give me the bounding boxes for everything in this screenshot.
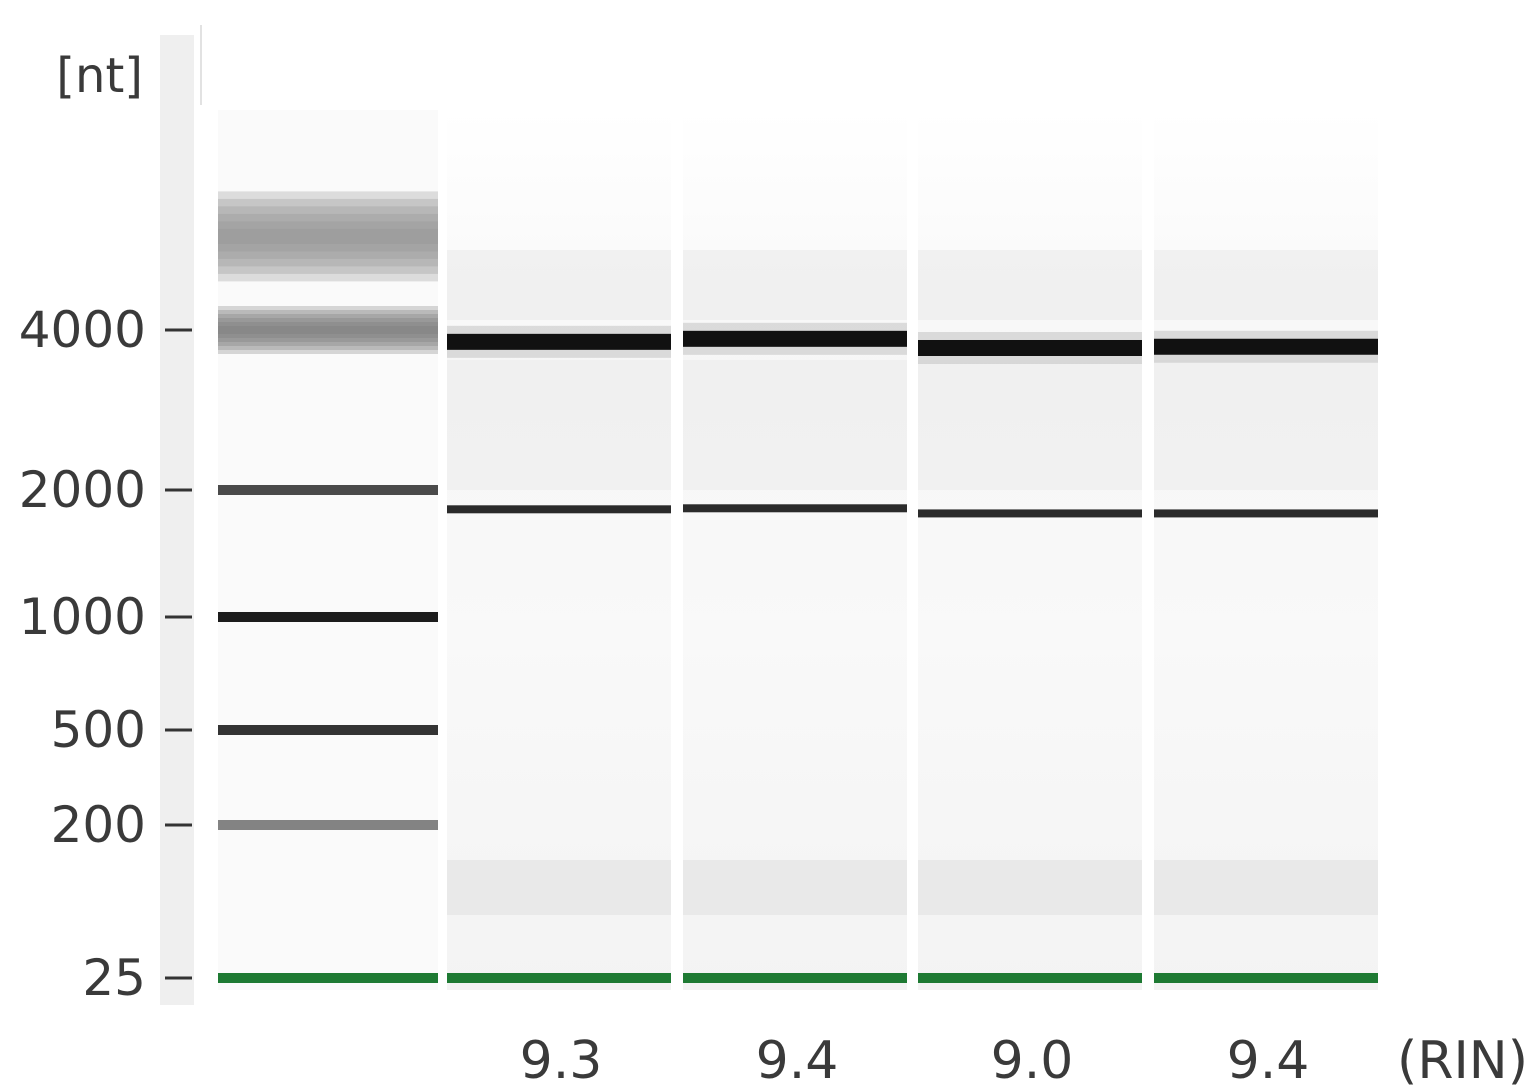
band-18s	[918, 509, 1142, 518]
ladder-lane	[218, 110, 438, 990]
ladder-band	[218, 213, 438, 259]
rin-label: 9.4	[1227, 1031, 1310, 1090]
lanes: 9.3 9.4 9.0 9.4	[218, 110, 1378, 1090]
ladder-band	[218, 198, 438, 274]
axis-strip	[160, 35, 194, 1005]
y-tick-label: 1000	[19, 588, 146, 646]
ladder-band	[218, 326, 438, 334]
ladder-band	[218, 612, 438, 622]
rin-label: 9.0	[991, 1031, 1074, 1090]
ladder-band	[218, 485, 438, 495]
band-28s	[1154, 338, 1378, 355]
lane-smear	[1154, 250, 1378, 320]
ladder-band	[218, 318, 438, 342]
band-28s	[918, 339, 1142, 356]
y-axis-ticks: 4000 2000 1000 500 200 25	[19, 301, 192, 1007]
band-28s	[683, 330, 907, 347]
x-unit-label: (RIN)	[1397, 1031, 1528, 1090]
ladder-band	[218, 191, 438, 282]
lane-smear	[447, 250, 671, 320]
y-tick-label: 25	[82, 949, 146, 1007]
ladder-band	[218, 725, 438, 735]
lane-marker-band	[918, 973, 1142, 983]
ladder-band	[218, 228, 438, 244]
band-28s	[447, 333, 671, 350]
band-18s	[1154, 509, 1378, 518]
lane-smear	[683, 860, 907, 915]
y-tick-label: 200	[51, 796, 146, 854]
lane-smear	[447, 860, 671, 915]
lane-smear	[918, 360, 1142, 490]
band-18s	[683, 504, 907, 513]
lane-smear	[683, 250, 907, 320]
ladder-band	[218, 820, 438, 830]
lane-marker-band	[1154, 973, 1378, 983]
lane-smear	[1154, 860, 1378, 915]
ladder-band	[218, 206, 438, 267]
rin-label: 9.4	[756, 1031, 839, 1090]
lane-smear	[683, 360, 907, 490]
lane-smear	[1154, 360, 1378, 490]
lane-marker-band	[683, 973, 907, 983]
lane-smear	[447, 360, 671, 490]
y-tick-label: 4000	[19, 301, 146, 359]
ladder-band	[218, 322, 438, 338]
y-tick-label: 500	[51, 701, 146, 759]
sample-lane	[918, 110, 1142, 990]
lane-smear	[918, 250, 1142, 320]
lane-smear	[918, 860, 1142, 915]
ladder-band	[218, 310, 438, 350]
y-tick-label: 2000	[19, 461, 146, 519]
y-unit-label: [nt]	[56, 48, 143, 104]
ladder-band	[218, 306, 438, 354]
lane-marker-band	[447, 973, 671, 983]
ladder-marker-band	[218, 973, 438, 983]
ladder-band	[218, 314, 438, 346]
rin-label: 9.3	[520, 1031, 603, 1090]
sample-lane	[683, 110, 907, 990]
ladder-band	[218, 221, 438, 252]
sample-lane	[1154, 110, 1378, 990]
sample-lane	[447, 110, 671, 990]
band-18s	[447, 505, 671, 514]
